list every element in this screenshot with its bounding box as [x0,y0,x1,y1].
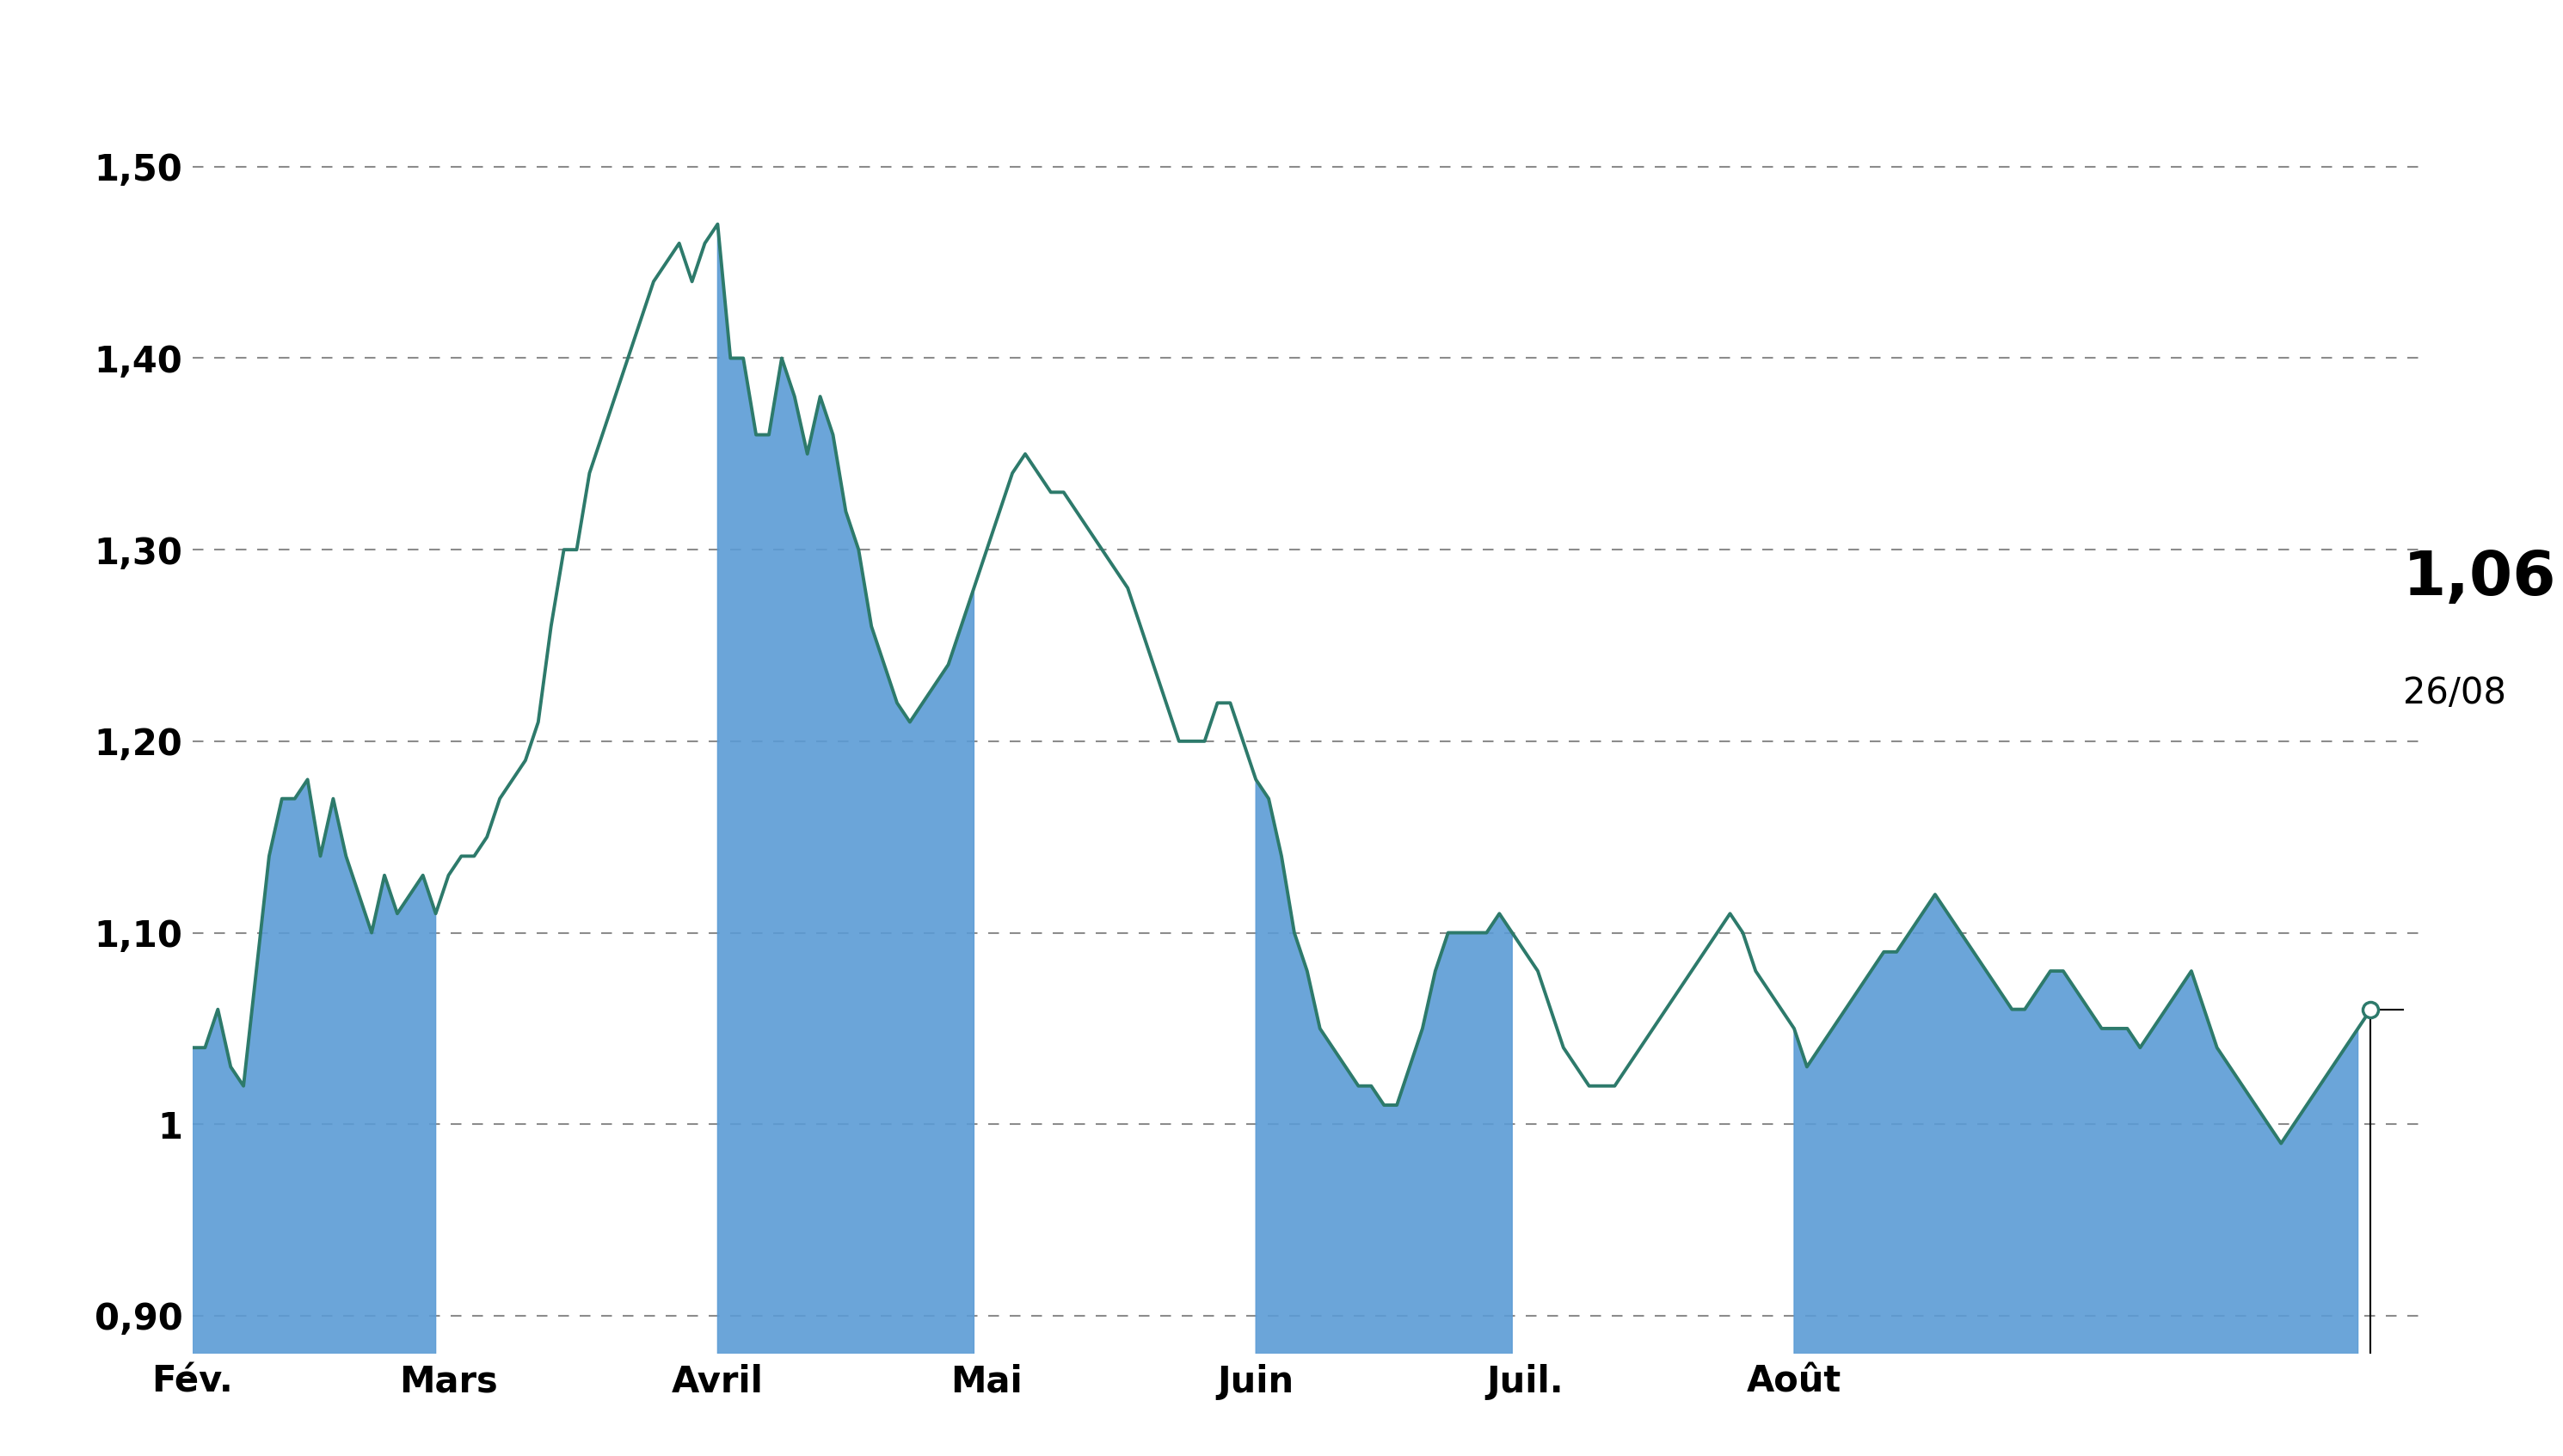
Polygon shape [1794,894,2358,1354]
Text: 26/08: 26/08 [2402,676,2507,712]
Text: TRANSGENE: TRANSGENE [948,15,1615,109]
Polygon shape [718,224,974,1354]
Polygon shape [1256,779,1512,1354]
Text: 1,06: 1,06 [2402,549,2555,609]
Polygon shape [192,779,436,1354]
